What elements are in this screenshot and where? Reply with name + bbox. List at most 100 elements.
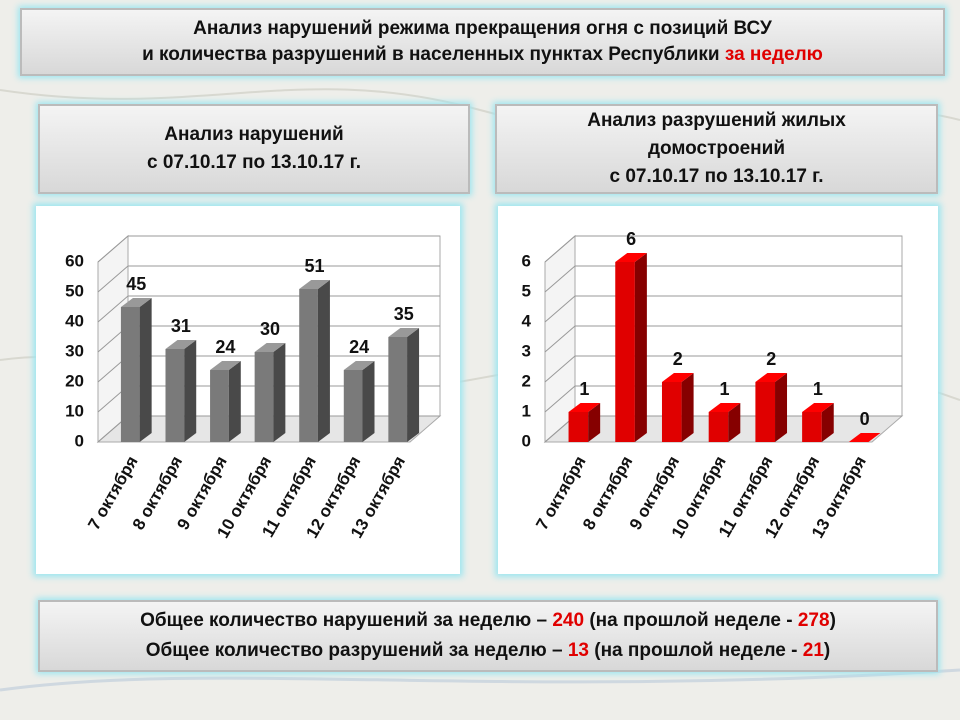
summary-line: Общее количество нарушений за неделю – 2… — [40, 606, 936, 636]
chart-subtitle: с 07.10.17 по 13.10.17 г. — [147, 152, 361, 173]
bar-side — [228, 361, 241, 442]
bar-side — [273, 343, 286, 442]
bar-side — [362, 361, 375, 442]
bar-front — [755, 382, 776, 442]
bar-front — [568, 412, 589, 442]
summary-box: Общее количество нарушений за неделю – 2… — [38, 600, 938, 672]
y-tick-label: 60 — [65, 251, 84, 270]
data-label: 24 — [215, 337, 235, 357]
y-tick-label: 30 — [65, 341, 84, 360]
data-label: 31 — [171, 316, 191, 336]
header-line: Анализ нарушений режима прекращения огня… — [193, 18, 772, 39]
header: Анализ нарушений режима прекращения огня… — [20, 8, 945, 76]
bar-side — [634, 253, 647, 442]
y-tick-label: 3 — [522, 341, 531, 360]
bar-side — [728, 403, 741, 442]
grid-line — [544, 265, 902, 293]
y-tick-label: 10 — [65, 401, 84, 420]
bar-side — [407, 328, 420, 442]
bar-side — [588, 403, 601, 442]
bar-top — [165, 340, 197, 349]
bar-top — [120, 298, 152, 307]
bar-side — [317, 280, 330, 442]
bar-top — [848, 433, 881, 442]
summary-text: (на прошлой неделе - — [594, 640, 798, 661]
data-label: 51 — [305, 256, 325, 276]
grid-line — [544, 325, 902, 353]
y-tick-label: 50 — [65, 281, 84, 300]
bar-side — [139, 298, 152, 442]
data-label: 6 — [626, 229, 636, 249]
data-label: 2 — [673, 349, 683, 369]
data-label: 35 — [394, 304, 414, 324]
data-label: 1 — [719, 379, 729, 399]
bar-top — [388, 328, 420, 337]
bar-front — [708, 412, 729, 442]
summary-line: Общее количество разрушений за неделю – … — [40, 636, 936, 666]
bar-side — [184, 340, 197, 442]
summary-text: ) — [829, 610, 836, 631]
summary-previous: 21 — [802, 640, 824, 661]
bar-top — [802, 403, 834, 412]
bar-top — [254, 343, 286, 352]
bar-top — [708, 403, 741, 412]
bar-side — [775, 373, 788, 442]
header-text: и количества разрушений в населенных пун… — [142, 44, 720, 65]
bar-side — [681, 373, 694, 442]
grid-line — [97, 265, 440, 293]
header-line: и количества разрушений в населенных пун… — [22, 42, 943, 68]
summary-text: Общее количество нарушений за неделю – — [140, 610, 548, 631]
y-tick-label: 5 — [522, 281, 531, 300]
bar-top — [568, 403, 601, 412]
bar-top — [615, 253, 647, 262]
bar-front — [615, 262, 635, 442]
data-label: 2 — [766, 349, 776, 369]
grid-line — [97, 235, 440, 263]
bar-top — [343, 361, 375, 370]
bar-front — [254, 352, 274, 442]
grid-line — [544, 235, 902, 263]
data-label: 1 — [813, 379, 823, 399]
grid-line — [544, 385, 902, 413]
y-tick-label: 20 — [65, 371, 84, 390]
data-label: 0 — [860, 409, 870, 429]
grid-line — [544, 295, 902, 323]
summary-text: ) — [823, 640, 831, 661]
bar-front — [388, 337, 408, 442]
chart-title-box: Анализ разрушений жилых домостроений с 0… — [495, 104, 938, 194]
y-tick-label: 6 — [522, 251, 531, 270]
bar-front — [299, 289, 318, 442]
summary-value: 13 — [567, 640, 589, 661]
chart-title-box: Анализ нарушений с 07.10.17 по 13.10.17 … — [38, 104, 470, 194]
y-tick-label: 4 — [522, 311, 532, 330]
bar-top — [755, 373, 788, 382]
data-label: 45 — [126, 274, 146, 294]
bar-front — [210, 370, 229, 442]
chart-title: Анализ разрушений жилых домостроений — [587, 110, 846, 159]
bar-front — [802, 412, 822, 442]
data-label: 1 — [579, 379, 589, 399]
data-label: 24 — [349, 337, 369, 357]
bar-front — [165, 349, 185, 442]
summary-text: (на прошлой неделе - — [589, 610, 793, 631]
data-label: 30 — [260, 319, 280, 339]
y-tick-label: 0 — [522, 431, 531, 450]
bar-top — [299, 280, 330, 289]
chart-title: Анализ нарушений — [164, 124, 344, 145]
summary-text: Общее количество разрушений за неделю – — [145, 640, 563, 661]
header-highlight: за неделю — [724, 44, 823, 65]
y-tick-label: 0 — [75, 431, 84, 450]
bar-front — [661, 382, 682, 442]
bar-front — [343, 370, 363, 442]
bar-top — [210, 361, 241, 370]
y-tick-label: 2 — [522, 371, 531, 390]
bar-front — [120, 307, 140, 442]
bar-top — [661, 373, 694, 382]
y-tick-label: 1 — [522, 401, 531, 420]
y-tick-label: 40 — [65, 311, 84, 330]
grid-line — [544, 355, 902, 383]
summary-previous: 278 — [797, 610, 830, 631]
grid-line — [97, 295, 440, 323]
